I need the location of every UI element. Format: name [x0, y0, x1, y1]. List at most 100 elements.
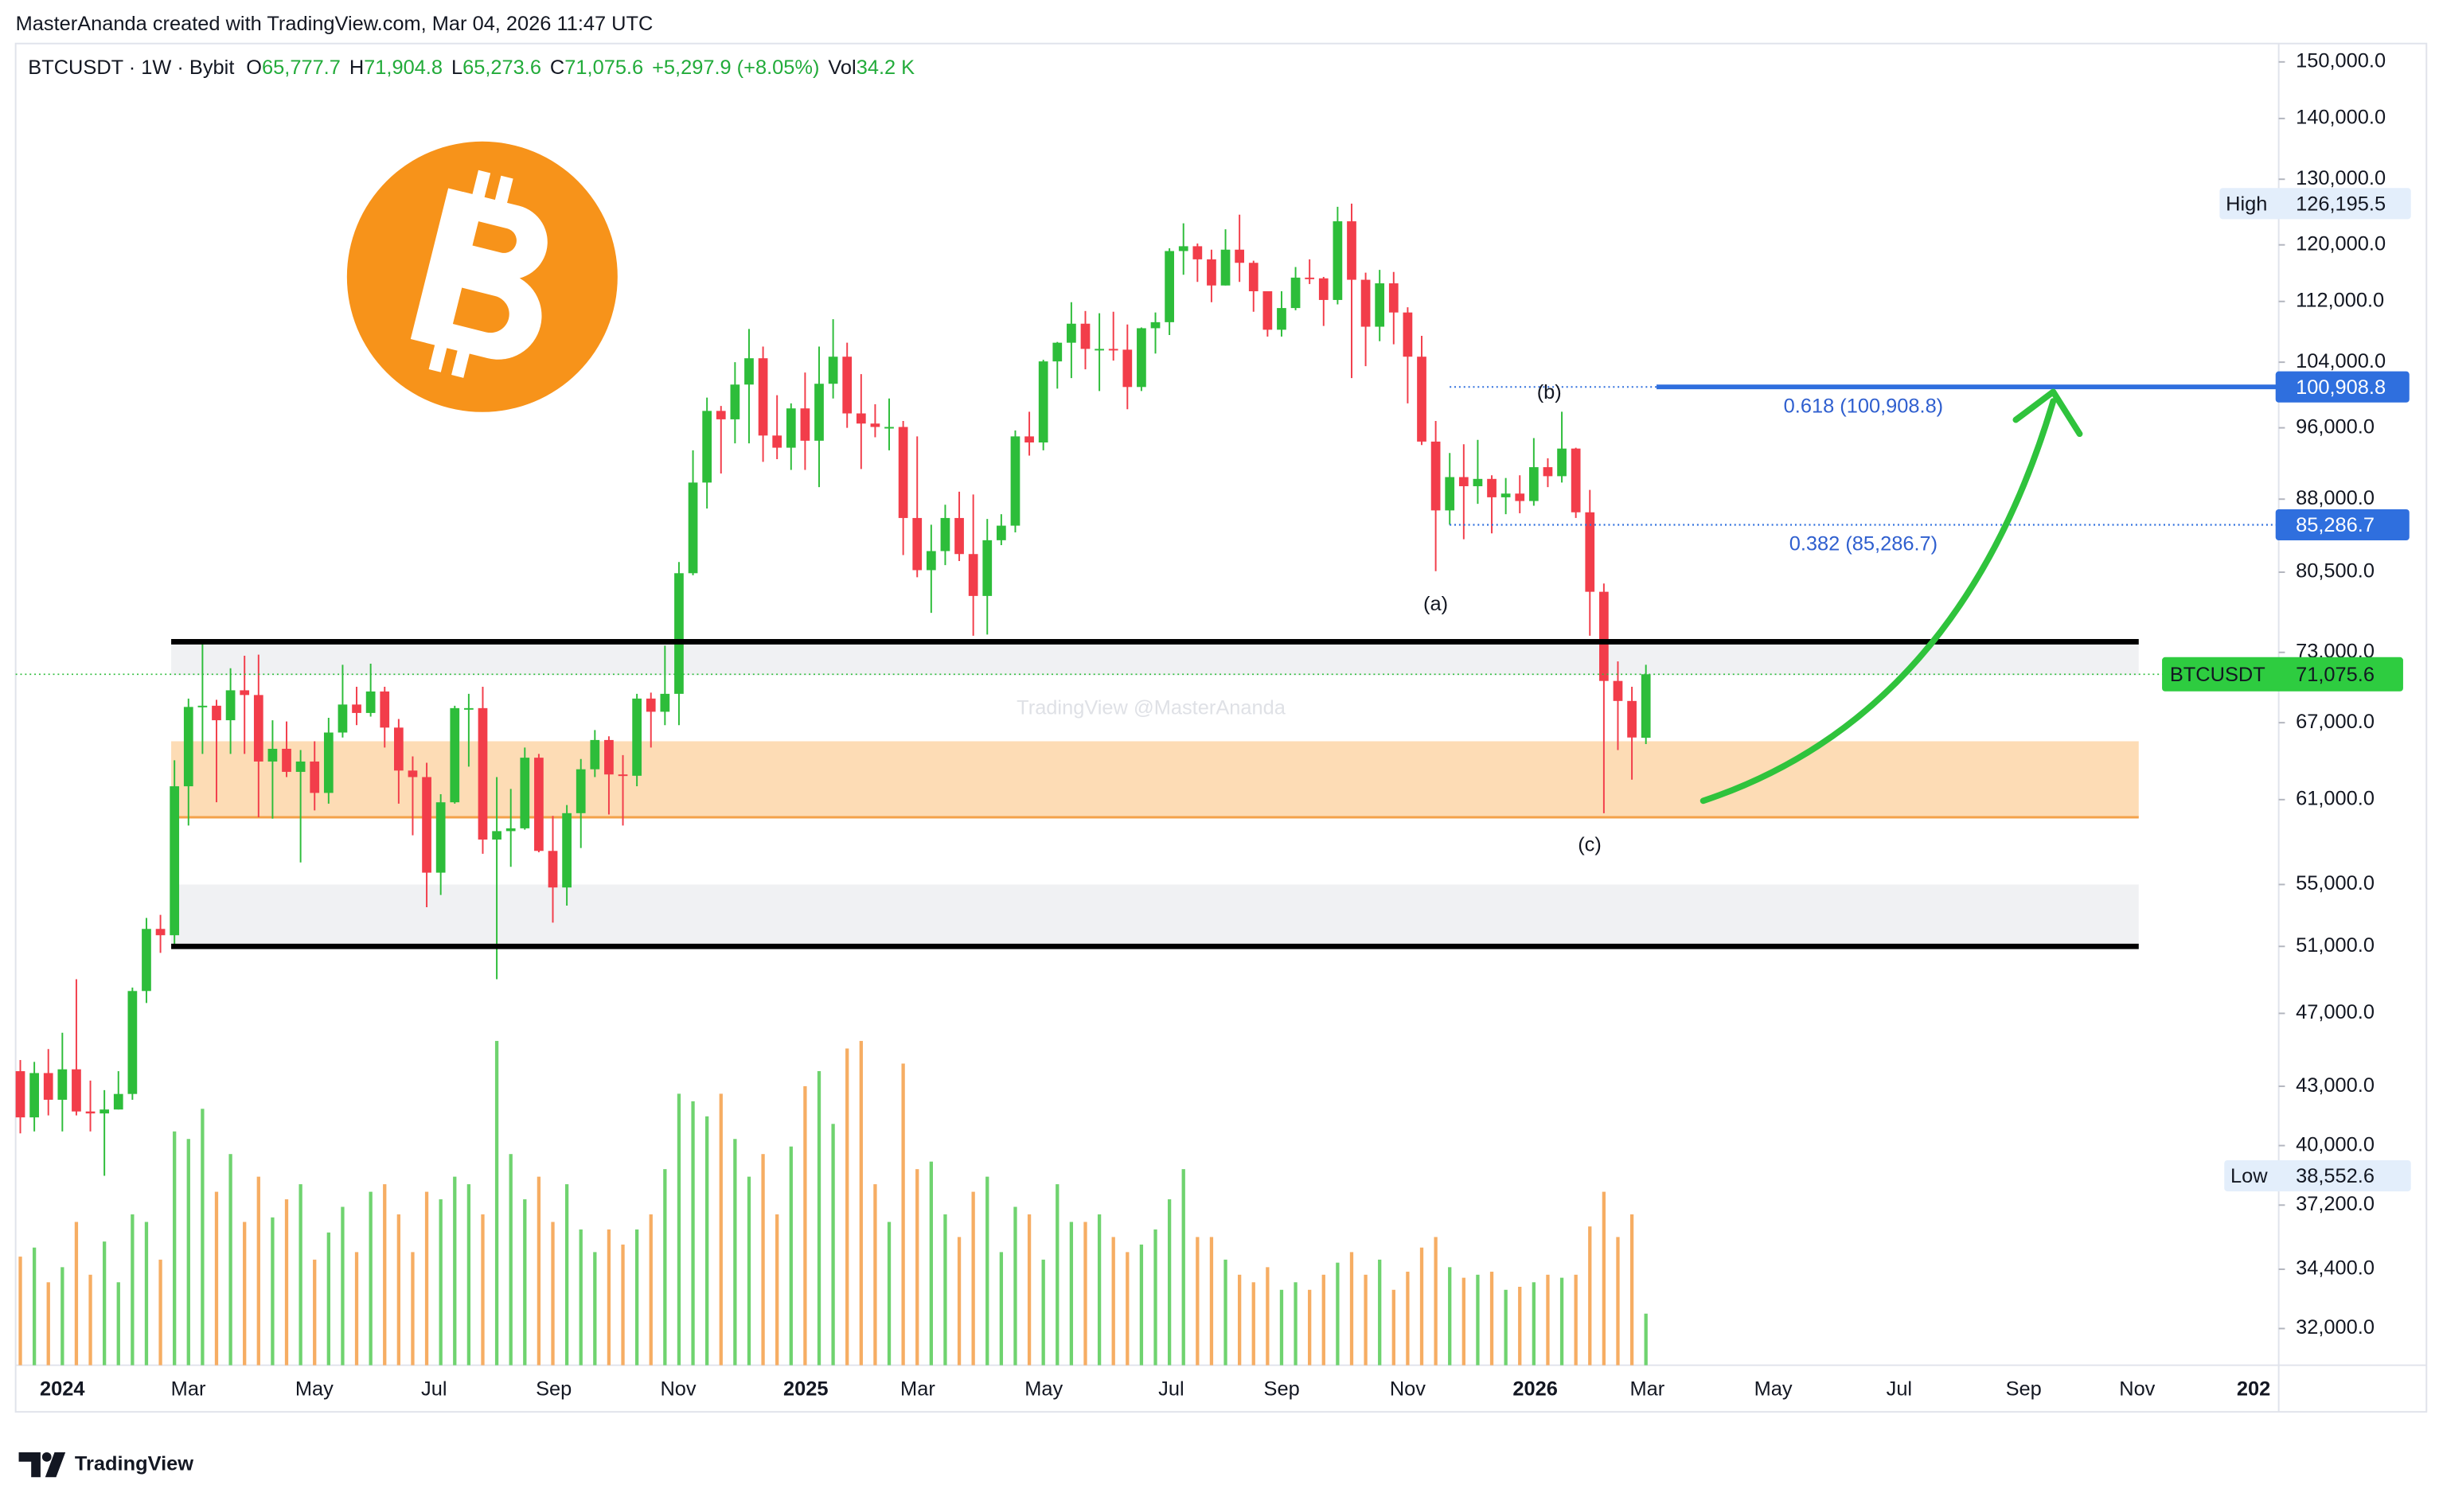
candle-body: [982, 540, 993, 596]
volume-bar: [607, 1229, 611, 1366]
volume-bar: [873, 1184, 877, 1366]
candle-body: [212, 705, 221, 721]
candle-body: [127, 991, 138, 1094]
candle-body: [478, 707, 488, 840]
volume-bar: [831, 1124, 835, 1366]
volume-bar: [634, 1229, 639, 1366]
volume-bar: [103, 1241, 107, 1366]
candle-body: [1080, 323, 1091, 349]
candle-body: [85, 1111, 96, 1114]
volume-bar: [761, 1154, 765, 1366]
volume-bar: [1041, 1259, 1045, 1366]
candle-body: [155, 929, 166, 936]
y-tick-label: 120,000.0: [2296, 232, 2386, 255]
x-tick-label: 2026: [1512, 1378, 1557, 1401]
y-tick-label: 61,000.0: [2296, 787, 2375, 809]
candle-body: [632, 698, 642, 776]
volume-bar: [326, 1232, 330, 1366]
candle-body: [1192, 246, 1203, 259]
volume-bar: [1448, 1267, 1452, 1366]
legend-key: Vol: [828, 57, 856, 79]
volume-bar: [845, 1048, 849, 1366]
volume-bar: [1546, 1274, 1550, 1366]
volume-bar: [691, 1101, 695, 1366]
volume-bar: [1616, 1237, 1620, 1366]
candle-body: [1052, 342, 1063, 362]
candle-body: [898, 427, 908, 518]
fib-badge-value: 100,908.8: [2296, 376, 2386, 399]
volume-bar: [537, 1176, 541, 1366]
candle-body: [1613, 680, 1623, 701]
grey-zone: [171, 884, 2139, 947]
candle-body: [170, 786, 180, 936]
volume-bar: [971, 1191, 975, 1366]
volume-bar: [705, 1116, 709, 1366]
candle-body: [1543, 467, 1553, 477]
candle-body: [1528, 467, 1539, 501]
volume-bar: [424, 1191, 429, 1366]
candle-body: [590, 739, 600, 770]
fib-badge: [2275, 371, 2410, 403]
volume-bar: [1321, 1274, 1325, 1366]
legend: BTCUSDT · 1W · Bybit O65,777.7 H71,904.8…: [28, 57, 915, 79]
volume-bar: [1602, 1191, 1606, 1366]
orange-zone: [171, 741, 2139, 817]
candle-body: [618, 774, 628, 777]
candle-body: [660, 693, 670, 712]
volume-bar: [1336, 1262, 1340, 1366]
y-tick-label: 150,000.0: [2296, 50, 2386, 72]
volume-bar: [201, 1109, 205, 1366]
candle-body: [534, 758, 544, 851]
watermark: TradingView @MasterAnanda: [1017, 697, 1286, 719]
marker-value: 38,552.6: [2296, 1165, 2375, 1187]
candle-body: [1207, 259, 1216, 286]
legend-key: O: [246, 57, 262, 79]
volume-bar: [1279, 1289, 1284, 1366]
candle-body: [1235, 249, 1245, 263]
y-tick-label: 96,000.0: [2296, 415, 2375, 438]
volume-bar: [341, 1206, 345, 1366]
candle-body: [1473, 478, 1483, 486]
candle-body: [1515, 493, 1525, 501]
volume-bar: [817, 1070, 821, 1366]
y-tick-label: 80,500.0: [2296, 560, 2375, 583]
y-tick-label: 34,400.0: [2296, 1257, 2375, 1280]
candle-body: [1487, 478, 1497, 497]
x-tick-label: Nov: [2119, 1378, 2155, 1401]
volume-bar: [1111, 1237, 1115, 1366]
candle-body: [338, 704, 348, 733]
wave-label: (c): [1578, 834, 1602, 856]
volume-bar: [551, 1222, 555, 1366]
legend-value: 65,273.6: [462, 57, 541, 79]
candle-body: [856, 413, 866, 424]
fib-annotation: 0.382 (85,286.7): [1789, 533, 1938, 555]
chart-frame: [14, 42, 2428, 1413]
volume-bar: [733, 1139, 737, 1366]
volume-bar: [74, 1222, 79, 1366]
candle-body: [29, 1073, 39, 1118]
logo-bar: [494, 175, 513, 206]
volume-bar: [1181, 1169, 1185, 1366]
volume-bar: [621, 1244, 625, 1366]
logo-bar: [451, 347, 470, 378]
volume-bar: [1461, 1277, 1465, 1366]
volume-bar: [1559, 1277, 1564, 1366]
brand-dot: [41, 1452, 52, 1462]
legend-change: +5,297.9 (+8.05%): [652, 57, 819, 79]
candle-body: [1347, 221, 1356, 280]
candle-body: [183, 707, 193, 787]
candle-body: [884, 427, 894, 429]
x-tick-label: Jul: [1887, 1378, 1912, 1401]
volume-bar: [789, 1146, 793, 1366]
volume-bar: [1069, 1222, 1074, 1366]
volume-bar: [943, 1214, 947, 1366]
candle-body: [786, 408, 796, 448]
candle-body: [562, 813, 572, 888]
volume-bar: [1167, 1199, 1172, 1366]
candle-body: [1417, 357, 1426, 442]
candle-body: [870, 423, 880, 427]
candle-body: [1388, 283, 1399, 313]
volume-bar: [1532, 1282, 1536, 1366]
volume-bar: [1266, 1267, 1270, 1366]
